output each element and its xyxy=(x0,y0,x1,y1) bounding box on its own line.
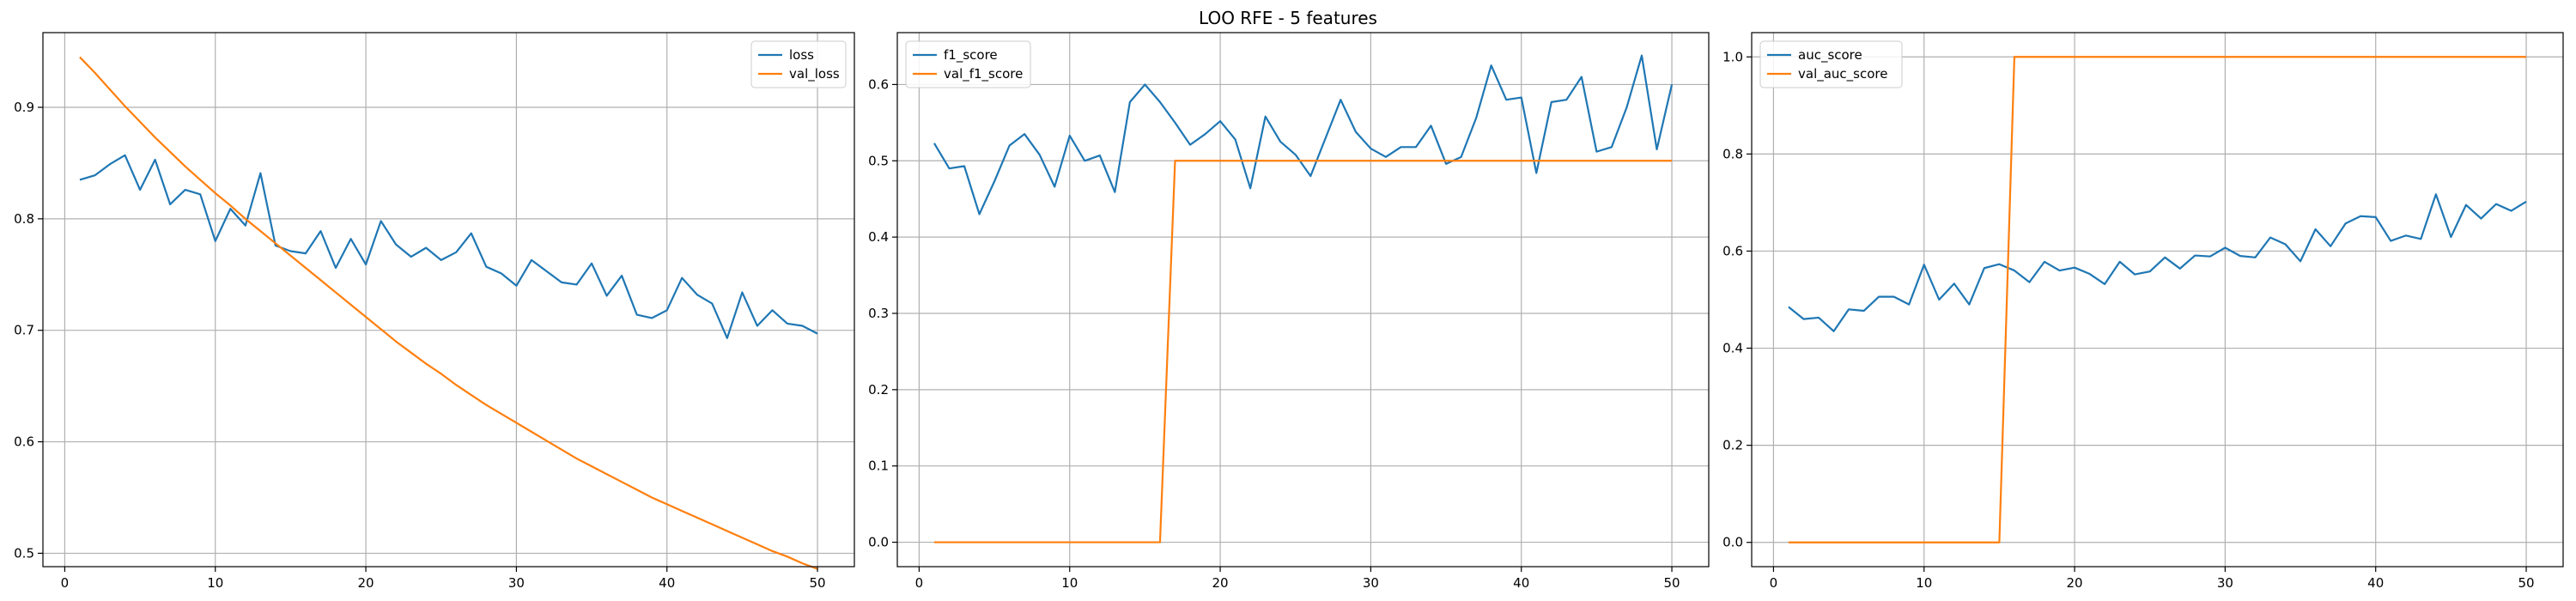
x-tick-label: 20 xyxy=(358,575,374,591)
series-line-loss xyxy=(79,154,818,339)
x-tick-label: 30 xyxy=(2217,575,2233,591)
series-line-val-loss xyxy=(79,56,818,570)
y-tick-label: 0.9 xyxy=(14,100,34,115)
series-line-auc-score xyxy=(1788,193,2527,332)
legend: auc_score val_auc_score xyxy=(1759,40,1903,88)
x-tick-label: 30 xyxy=(508,575,525,591)
x-tick-label: 10 xyxy=(207,575,223,591)
loss-subplot: 0 10 20 30 40 50 0.5 0.6 0.7 0.8 0.9 loss val_loss xyxy=(14,32,855,591)
series-line-val-auc-score xyxy=(1788,56,2527,543)
x-tick-label: 10 xyxy=(1916,575,1932,591)
y-tick-label: 0.4 xyxy=(868,229,889,245)
axes-frame xyxy=(896,32,1710,568)
y-tick-label: 0.6 xyxy=(1722,243,1743,258)
y-tick-label: 0.5 xyxy=(14,545,34,561)
x-tick-label: 50 xyxy=(809,575,825,591)
y-tick-label: 0.8 xyxy=(1722,146,1743,161)
series-line-val-f1-score xyxy=(933,160,1673,543)
legend-label: val_f1_score xyxy=(944,66,1023,82)
x-tick-label: 20 xyxy=(1212,575,1229,591)
y-tick-label: 0.1 xyxy=(868,458,889,474)
y-tick-label: 0.6 xyxy=(14,434,34,450)
figure-title: LOO RFE - 5 features xyxy=(1199,8,1377,28)
x-tick-label: 20 xyxy=(2067,575,2083,591)
y-tick-label: 0.6 xyxy=(868,76,889,92)
x-tick-label: 30 xyxy=(1363,575,1379,591)
x-tick-label: 0 xyxy=(1770,575,1778,591)
legend: loss val_loss xyxy=(750,40,847,88)
legend: f1_score val_f1_score xyxy=(905,40,1031,88)
legend-box xyxy=(750,40,847,88)
y-tick-label: 0.5 xyxy=(868,153,889,168)
y-tick-label: 0.7 xyxy=(14,323,34,338)
x-tick-label: 10 xyxy=(1061,575,1078,591)
series-line-f1-score xyxy=(933,54,1674,216)
x-tick-label: 50 xyxy=(2518,575,2534,591)
y-tick-label: 0.8 xyxy=(14,211,34,227)
x-tick-label: 0 xyxy=(61,575,70,591)
f1-score-subplot: 0 10 20 30 40 50 0.0 0.1 0.2 0.3 0.4 0.5 0.6 f1_score… xyxy=(868,32,1710,591)
legend-box xyxy=(905,40,1031,88)
auc-score-subplot: 0 10 20 30 40 50 0.0 0.2 0.4 0.6 0.8 1.0 auc_scoreva… xyxy=(1722,32,2564,591)
x-tick-label: 50 xyxy=(1663,575,1680,591)
y-tick-label: 0.2 xyxy=(1722,438,1743,453)
legend-label: val_auc_score xyxy=(1798,66,1888,82)
legend-box xyxy=(1759,40,1903,88)
y-tick-label: 0.4 xyxy=(1722,341,1743,356)
x-tick-label: 0 xyxy=(915,575,924,591)
legend-label: auc_score xyxy=(1798,47,1862,64)
x-tick-label: 40 xyxy=(659,575,675,591)
legend-label: val_loss xyxy=(789,66,840,82)
legend-label: f1_score xyxy=(944,47,998,64)
y-tick-label: 0.0 xyxy=(868,535,889,550)
y-tick-label: 0.2 xyxy=(868,382,889,398)
y-tick-label: 1.0 xyxy=(1722,49,1743,64)
y-tick-label: 0.0 xyxy=(1722,535,1743,550)
y-tick-label: 0.3 xyxy=(868,306,889,321)
x-tick-label: 40 xyxy=(2367,575,2384,591)
legend-label: loss xyxy=(789,47,814,63)
x-tick-label: 40 xyxy=(1513,575,1529,591)
axes-frame xyxy=(1751,32,2564,568)
axes-frame xyxy=(42,32,855,568)
